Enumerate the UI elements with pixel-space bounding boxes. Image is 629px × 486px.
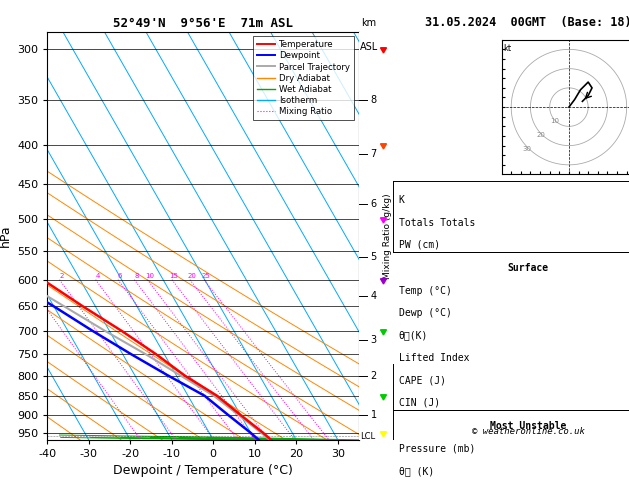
Text: CIN (J): CIN (J) [399,398,440,408]
Text: 5: 5 [370,252,377,262]
Text: 10: 10 [550,118,560,124]
Text: LCL: LCL [360,432,376,441]
Text: 20: 20 [187,273,196,279]
Text: θᴇ(K): θᴇ(K) [399,330,428,341]
Text: Lifted Index: Lifted Index [399,353,469,363]
Text: Most Unstable: Most Unstable [490,421,567,431]
Text: 8: 8 [134,273,139,279]
Text: 20: 20 [537,132,545,138]
Text: PW (cm): PW (cm) [399,240,440,250]
Text: Temp (°C): Temp (°C) [399,286,452,295]
Text: CAPE (J): CAPE (J) [399,375,445,385]
Text: 8: 8 [370,95,377,105]
Text: 2: 2 [59,273,64,279]
Text: © weatheronline.co.uk: © weatheronline.co.uk [472,427,585,436]
X-axis label: Dewpoint / Temperature (°C): Dewpoint / Temperature (°C) [113,465,292,477]
Text: 1: 1 [370,410,377,420]
Text: km: km [361,17,377,28]
Text: 6: 6 [118,273,122,279]
Text: Surface: Surface [508,263,549,273]
Text: 10: 10 [145,273,154,279]
Text: θᴇ (K): θᴇ (K) [399,466,434,476]
Text: K: K [399,195,404,205]
Legend: Temperature, Dewpoint, Parcel Trajectory, Dry Adiabat, Wet Adiabat, Isotherm, Mi: Temperature, Dewpoint, Parcel Trajectory… [253,36,354,121]
Text: Pressure (mb): Pressure (mb) [399,443,475,453]
Text: 4: 4 [370,291,377,301]
Text: Mixing Ratio (g/kg): Mixing Ratio (g/kg) [384,193,392,278]
Text: 30: 30 [523,146,532,152]
Text: Dewp (°C): Dewp (°C) [399,308,452,318]
Text: 3: 3 [370,335,377,346]
Text: 25: 25 [202,273,211,279]
Text: kt: kt [503,44,511,52]
Text: Totals Totals: Totals Totals [399,218,475,227]
Text: 31.05.2024  00GMT  (Base: 18): 31.05.2024 00GMT (Base: 18) [425,16,629,29]
Text: 15: 15 [170,273,179,279]
Title: 52°49'N  9°56'E  71m ASL: 52°49'N 9°56'E 71m ASL [113,17,293,31]
Text: 7: 7 [370,149,377,159]
Text: ASL: ASL [360,42,378,52]
Text: 6: 6 [370,199,377,209]
Y-axis label: hPa: hPa [0,225,11,247]
Text: 2: 2 [370,371,377,381]
Text: 4: 4 [96,273,100,279]
